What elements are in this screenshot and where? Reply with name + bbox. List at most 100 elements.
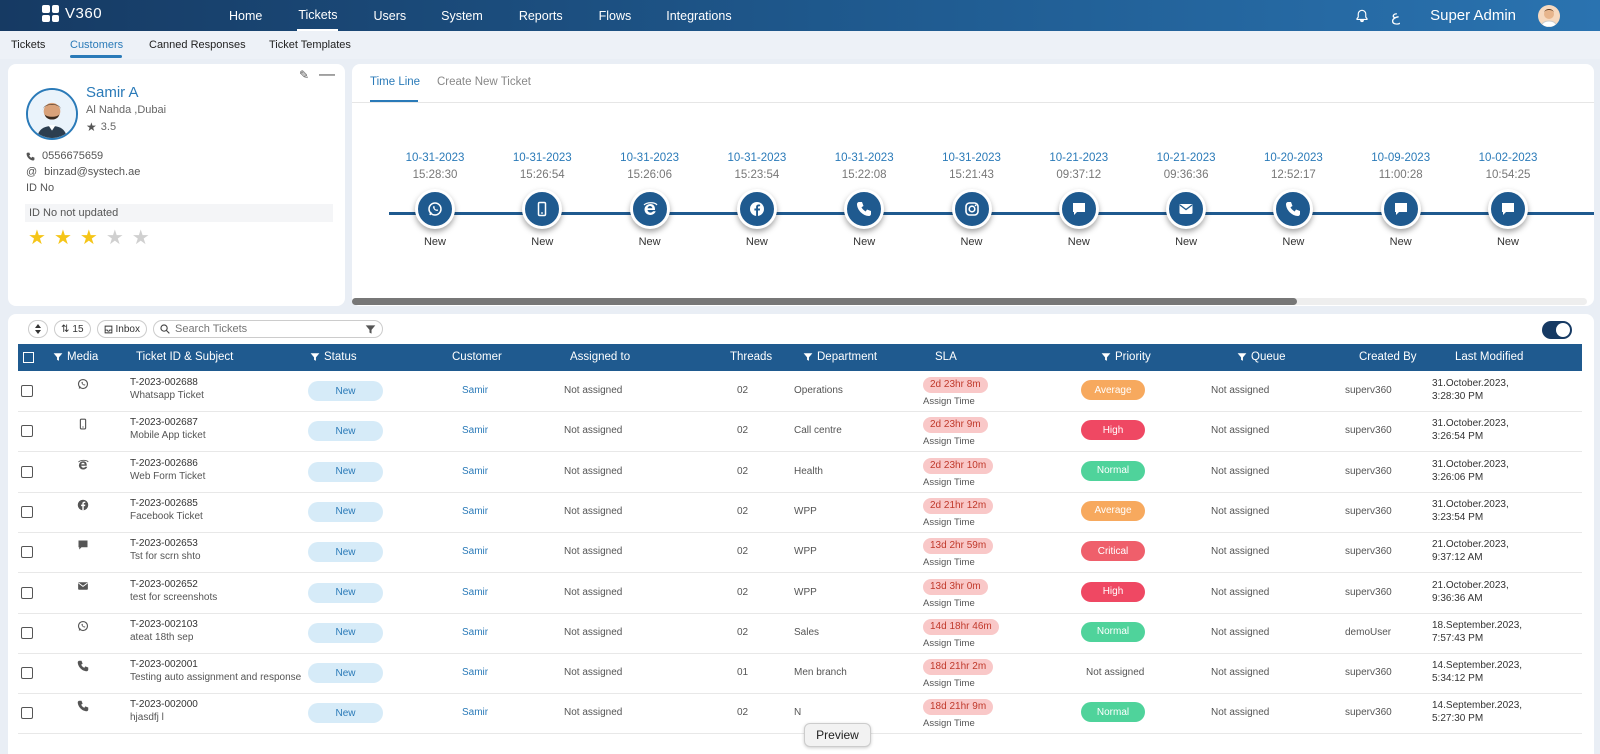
ticket-cell[interactable]: T-2023-002687 Mobile App ticket	[130, 417, 206, 441]
chat-icon[interactable]	[1058, 189, 1099, 229]
timeline-event[interactable]: 10-20-2023 12:52:17 New	[1253, 152, 1333, 248]
ticket-id[interactable]: T-2023-002000	[130, 699, 198, 711]
subnav-tickets[interactable]: Tickets	[11, 39, 46, 51]
row-checkbox[interactable]	[21, 465, 33, 478]
timeline-event[interactable]: 10-09-2023 11:00:28 New	[1361, 152, 1441, 248]
nav-reports[interactable]: Reports	[518, 8, 563, 23]
search-input[interactable]	[174, 323, 360, 335]
ticket-cell[interactable]: T-2023-002686 Web Form Ticket	[130, 458, 205, 482]
customer-link[interactable]: Samir	[462, 465, 489, 477]
filter-icon[interactable]	[365, 324, 376, 335]
customer-link[interactable]: Samir	[462, 385, 489, 396]
edit-pencil-icon[interactable]: ✎	[298, 68, 309, 82]
th-customer[interactable]: Customer	[452, 351, 502, 363]
customer-link[interactable]: Samir	[462, 626, 489, 638]
th-assigned[interactable]: Assigned to	[570, 351, 631, 363]
table-row[interactable]: T-2023-002000 hjasdfj l New Samir Not assign…	[18, 693, 1582, 735]
select-all-checkbox[interactable]	[23, 352, 34, 363]
search-box[interactable]	[152, 320, 383, 338]
th-sla[interactable]: SLA	[935, 351, 957, 363]
row-checkbox[interactable]	[21, 505, 33, 518]
nav-users[interactable]: Users	[373, 8, 407, 23]
ticket-id[interactable]: T-2023-002653	[130, 538, 198, 550]
ticket-cell[interactable]: T-2023-002001 Testing auto assignment and…	[130, 659, 301, 683]
timeline-event[interactable]: 10-31-2023 15:23:54 New	[717, 152, 797, 248]
row-checkbox[interactable]	[21, 626, 33, 639]
filter-icon[interactable]	[1237, 352, 1247, 362]
ticket-id[interactable]: T-2023-002688	[130, 377, 198, 388]
table-row[interactable]: T-2023-002687 Mobile App ticket New Samir No…	[18, 411, 1582, 453]
ticket-cell[interactable]: T-2023-002000 hjasdfj l	[130, 699, 198, 723]
timeline-event[interactable]: 10-31-2023 15:28:30 New	[395, 152, 475, 248]
ticket-id[interactable]: T-2023-002685	[130, 497, 198, 509]
th-status[interactable]: Status	[310, 351, 357, 363]
timeline-event[interactable]: 10-31-2023 15:22:08 New	[824, 152, 904, 248]
sort-button[interactable]	[28, 320, 48, 338]
timeline-event[interactable]: 10-02-2023 10:54:25 New	[1468, 152, 1548, 248]
ticket-cell[interactable]: T-2023-002688 Whatsapp Ticket	[130, 377, 204, 401]
star-icon[interactable]: ★	[79, 227, 98, 249]
view-toggle[interactable]	[1542, 321, 1572, 339]
customer-link[interactable]: Samir	[462, 425, 489, 437]
nav-home[interactable]: Home	[229, 8, 263, 23]
table-row[interactable]: T-2023-002686 Web Form Ticket New Samir Not …	[18, 452, 1582, 493]
nav-tickets[interactable]: Tickets	[297, 0, 339, 31]
mobile-icon[interactable]	[522, 189, 563, 229]
table-row[interactable]: T-2023-002103 ateat 18th sep New Samir Not a…	[18, 613, 1582, 654]
phone-icon[interactable]	[1273, 189, 1314, 229]
ticket-id[interactable]: T-2023-002103	[130, 618, 198, 630]
ticket-cell[interactable]: T-2023-002685 Facebook Ticket	[130, 498, 203, 522]
customer-link[interactable]: Samir	[462, 707, 489, 719]
ticket-cell[interactable]: T-2023-002653 Tst for scrn shto	[130, 538, 201, 562]
subnav-canned-responses[interactable]: Canned Responses	[149, 39, 246, 51]
nav-integrations[interactable]: Integrations	[666, 8, 732, 23]
tab-timeline[interactable]: Time Line	[370, 76, 421, 88]
inbox-button[interactable]: Inbox	[96, 320, 147, 338]
nav-system[interactable]: System	[441, 8, 483, 23]
timeline-event[interactable]: 10-31-2023 15:21:43 New	[932, 152, 1012, 248]
language-switch[interactable]: ع	[1391, 7, 1401, 25]
th-priority[interactable]: Priority	[1101, 351, 1151, 363]
star-icon[interactable]: ★	[53, 227, 72, 249]
row-checkbox[interactable]	[21, 707, 33, 720]
filter-icon[interactable]	[53, 352, 63, 362]
notification-bell-icon[interactable]	[1355, 9, 1369, 23]
email-icon[interactable]	[1166, 189, 1207, 229]
row-checkbox[interactable]	[21, 425, 33, 438]
star-icon[interactable]: ★	[28, 227, 46, 249]
instagram-icon[interactable]	[951, 189, 992, 229]
table-row[interactable]: T-2023-002652 test for screenshots New Sami…	[18, 573, 1582, 614]
row-checkbox[interactable]	[21, 385, 33, 397]
customer-link[interactable]: Samir	[462, 667, 489, 679]
th-media[interactable]: Media	[53, 351, 98, 363]
customer-link[interactable]: Samir	[462, 546, 489, 558]
th-department[interactable]: Department	[803, 351, 877, 363]
nav-flows[interactable]: Flows	[598, 8, 632, 23]
timeline-event[interactable]: 10-31-2023 15:26:06 New	[610, 152, 690, 248]
th-created-by[interactable]: Created By	[1359, 351, 1417, 363]
facebook-icon[interactable]	[736, 189, 777, 229]
star-icon[interactable]: ★	[131, 227, 150, 249]
app-logo[interactable]: V360	[42, 5, 102, 22]
ticket-cell[interactable]: T-2023-002103 ateat 18th sep	[130, 619, 198, 643]
timeline-scrollbar[interactable]	[352, 298, 1587, 305]
timeline-event[interactable]: 10-21-2023 09:36:36 New	[1146, 152, 1226, 248]
user-avatar[interactable]	[1538, 4, 1560, 27]
web-icon[interactable]	[629, 189, 670, 229]
table-row[interactable]: T-2023-002001 Testing auto assignment and…	[18, 653, 1582, 695]
th-ticket[interactable]: Ticket ID & Subject	[136, 351, 234, 363]
star-rating[interactable]: ★ ★ ★ ★ ★	[28, 228, 150, 248]
customer-link[interactable]: Samir	[462, 505, 489, 517]
subnav-ticket-templates[interactable]: Ticket Templates	[269, 39, 351, 51]
th-last-modified[interactable]: Last Modified	[1455, 351, 1524, 363]
filter-icon[interactable]	[310, 352, 320, 362]
star-icon[interactable]: ★	[105, 227, 124, 249]
filter-icon[interactable]	[1101, 352, 1111, 362]
ticket-id[interactable]: T-2023-002652	[130, 578, 198, 590]
th-queue[interactable]: Queue	[1237, 351, 1286, 363]
ticket-id[interactable]: T-2023-002001	[130, 659, 198, 671]
chat-icon[interactable]	[1488, 189, 1528, 229]
ticket-id[interactable]: T-2023-002686	[130, 457, 198, 469]
ticket-id[interactable]: T-2023-002687	[130, 417, 198, 429]
user-name[interactable]: Super Admin	[1430, 7, 1516, 24]
